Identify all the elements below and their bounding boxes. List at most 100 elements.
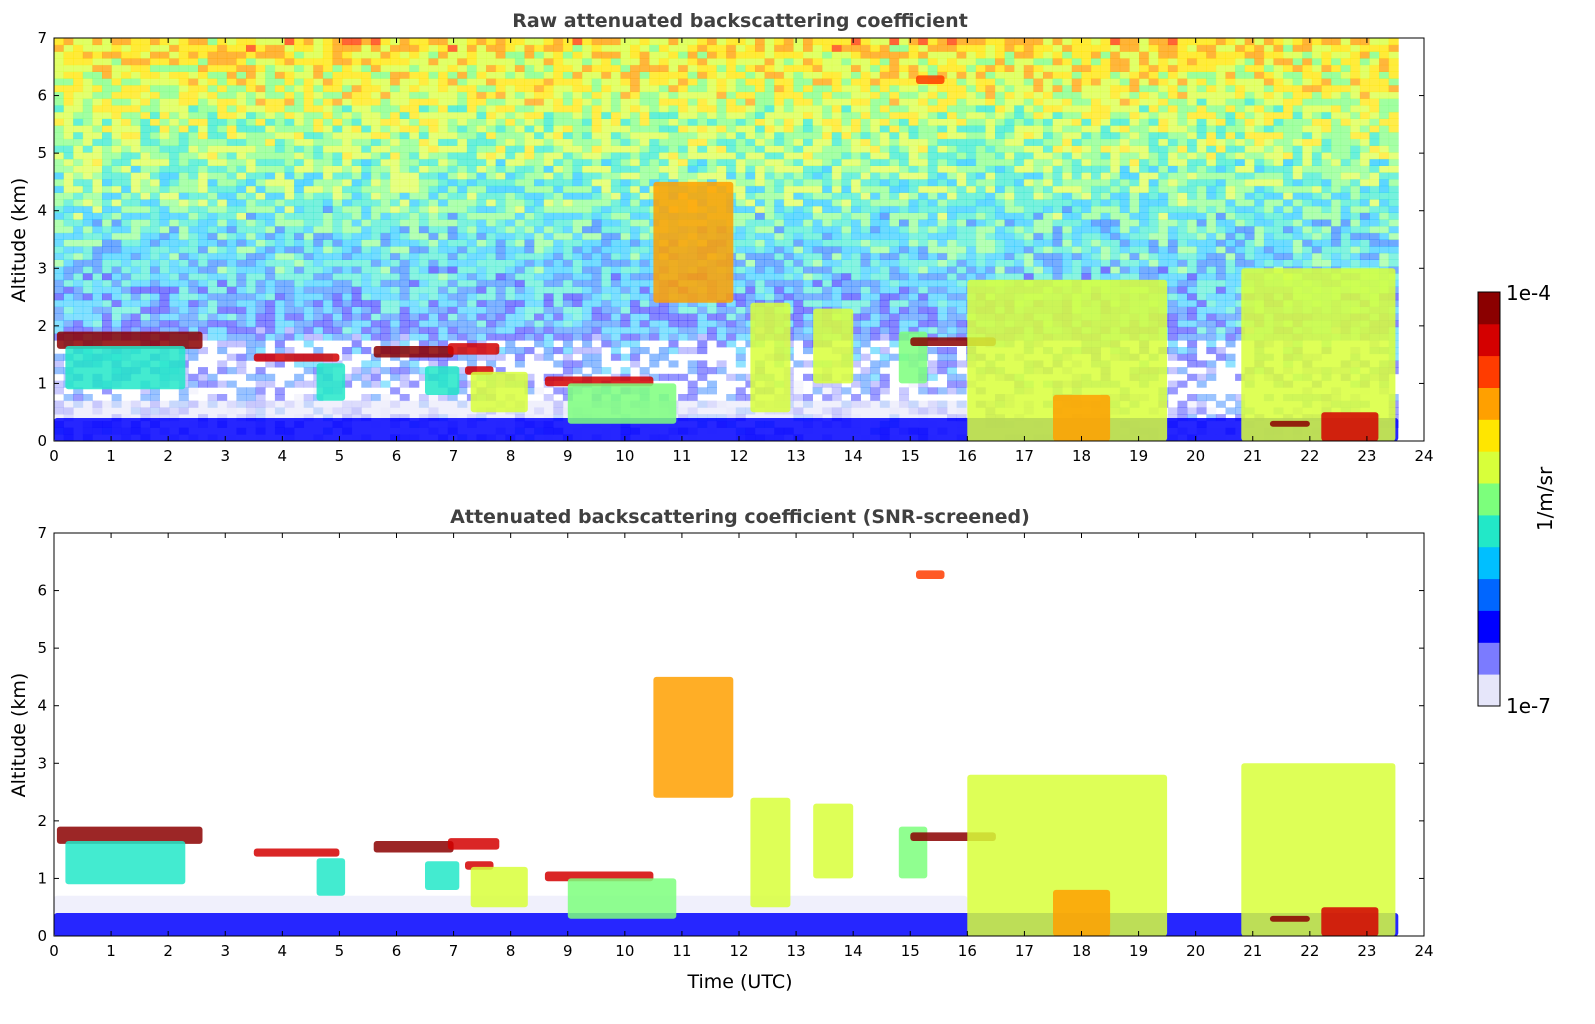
noise-cell	[889, 252, 900, 260]
noise-cell	[418, 279, 429, 287]
noise-cell	[246, 98, 256, 106]
noise-cell	[831, 286, 842, 294]
noise-cell	[246, 145, 256, 153]
noise-cell	[745, 158, 756, 166]
noise-cell	[562, 340, 573, 348]
noise-cell	[620, 38, 631, 46]
noise-cell	[217, 125, 228, 133]
noise-cell	[524, 205, 535, 213]
noise-cell	[438, 64, 449, 72]
noise-cell	[130, 145, 141, 153]
noise-cell	[841, 158, 852, 166]
noise-cell	[150, 152, 160, 160]
noise-cell	[399, 179, 410, 187]
noise-cell	[169, 232, 180, 240]
noise-cell	[687, 326, 698, 334]
noise-cell	[274, 158, 285, 166]
noise-cell	[246, 226, 256, 234]
noise-cell	[188, 51, 199, 59]
noise-cell	[409, 299, 420, 307]
noise-cell	[121, 132, 132, 140]
noise-cell	[447, 152, 458, 160]
noise-cell	[284, 165, 295, 173]
noise-cell	[610, 64, 621, 72]
noise-cell	[102, 44, 112, 52]
noise-cell	[630, 279, 641, 287]
noise-cell	[226, 226, 237, 234]
noise-cell	[822, 286, 833, 294]
noise-cell	[313, 58, 324, 66]
noise-cell	[822, 185, 833, 193]
noise-cell	[361, 279, 372, 287]
noise-cell	[582, 306, 593, 314]
noise-cell	[649, 165, 660, 173]
noise-cell	[803, 293, 813, 301]
noise-cell	[755, 51, 765, 59]
noise-cell	[678, 125, 689, 133]
noise-cell	[908, 51, 919, 59]
noise-cell	[342, 353, 353, 361]
noise-cell	[860, 185, 871, 193]
noise-cell	[716, 58, 727, 66]
noise-cell	[831, 78, 842, 86]
noise-cell	[697, 64, 708, 72]
noise-cell	[351, 232, 362, 240]
noise-cell	[140, 185, 151, 193]
noise-cell	[793, 78, 804, 86]
noise-cell	[342, 279, 353, 287]
noise-cell	[764, 199, 775, 207]
noise-cell	[418, 51, 429, 59]
noise-cell	[198, 44, 208, 52]
noise-cell	[159, 58, 170, 66]
noise-cell	[908, 299, 919, 307]
noise-cell	[102, 91, 112, 99]
noise-cell	[54, 380, 64, 388]
noise-cell	[322, 152, 333, 160]
noise-cell	[591, 179, 602, 187]
noise-cell	[630, 158, 641, 166]
noise-cell	[889, 44, 900, 52]
noise-cell	[313, 347, 324, 355]
noise-cell	[332, 306, 343, 314]
noise-cell	[188, 273, 199, 281]
noise-cell	[899, 172, 909, 180]
noise-cell	[399, 118, 410, 126]
noise-cell	[889, 118, 900, 126]
noise-cell	[121, 205, 132, 213]
noise-cell	[226, 326, 237, 334]
noise-cell	[899, 51, 909, 59]
noise-cell	[284, 212, 295, 220]
noise-cell	[879, 293, 890, 301]
noise-cell	[687, 306, 698, 314]
noise-cell	[879, 387, 890, 395]
noise-cell	[140, 44, 151, 52]
noise-cell	[745, 192, 756, 200]
noise-cell	[764, 64, 775, 72]
noise-cell	[572, 212, 583, 220]
noise-cell	[294, 91, 305, 99]
noise-cell	[486, 105, 497, 113]
noise-cell	[428, 199, 439, 207]
noise-cell	[322, 239, 333, 247]
noise-cell	[601, 172, 612, 180]
noise-cell	[524, 266, 535, 274]
noise-cell	[265, 38, 276, 46]
noise-cell	[937, 219, 948, 227]
noise-cell	[927, 205, 938, 213]
noise-cell	[860, 85, 871, 93]
noise-cell	[54, 320, 64, 328]
noise-cell	[198, 172, 208, 180]
noise-cell	[937, 199, 948, 207]
noise-cell	[486, 179, 497, 187]
noise-cell	[332, 145, 343, 153]
noise-cell	[812, 246, 823, 254]
noise-cell	[764, 205, 775, 213]
noise-cell	[658, 306, 669, 314]
noise-cell	[553, 273, 564, 281]
noise-cell	[937, 71, 948, 79]
noise-cell	[899, 132, 909, 140]
noise-cell	[159, 91, 170, 99]
noise-cell	[601, 125, 612, 133]
noise-cell	[102, 185, 112, 193]
noise-cell	[428, 306, 439, 314]
